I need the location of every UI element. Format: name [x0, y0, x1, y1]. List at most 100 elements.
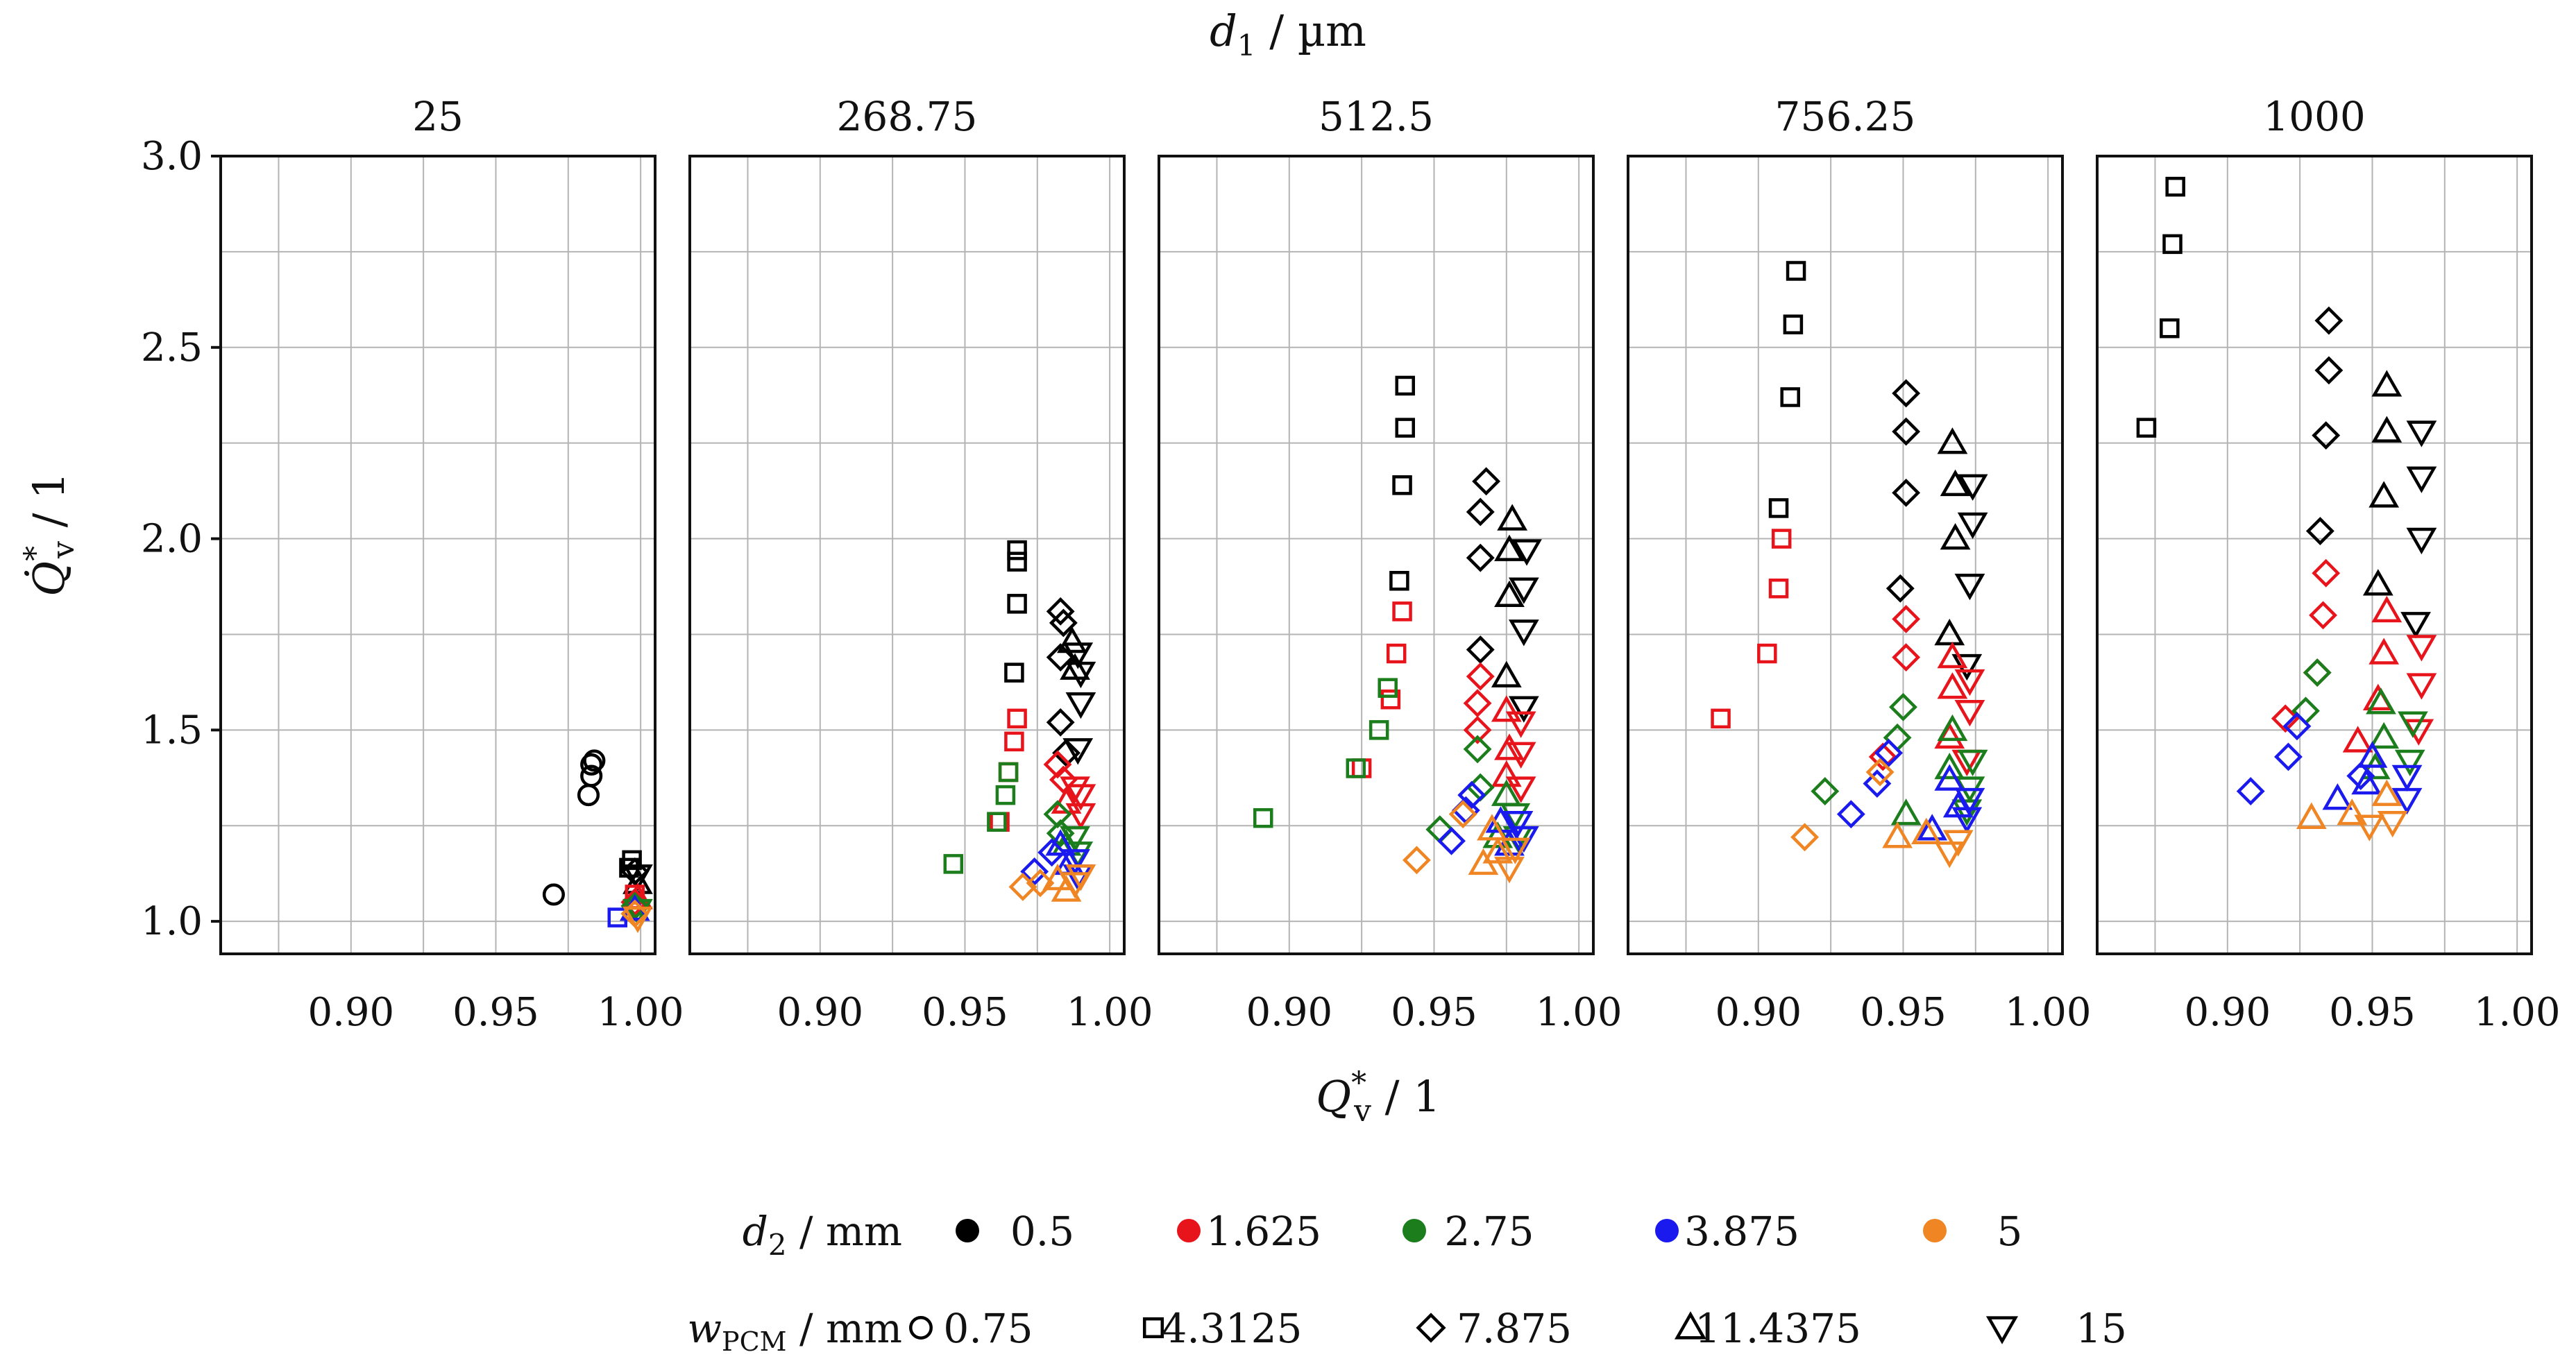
data-point: [1494, 534, 1525, 561]
y-tick-label: 2.0: [141, 517, 203, 562]
x-tick-label: 0.95: [2329, 990, 2416, 1035]
legend-marker: [1416, 1313, 1446, 1343]
data-point: [2346, 762, 2375, 790]
data-point: [2369, 721, 2400, 749]
data-point: [1463, 689, 1492, 718]
data-point: [1836, 800, 1865, 829]
data-point: [1957, 749, 1988, 776]
data-point: [1934, 764, 1965, 791]
data-point: [1940, 523, 1971, 550]
data-point: [1466, 773, 1495, 802]
data-point: [1392, 475, 1412, 495]
legend-d2-item: 5: [1923, 1208, 2022, 1255]
data-point: [2406, 527, 2437, 555]
panel-title: 25: [412, 93, 464, 140]
data-point: [1437, 826, 1466, 855]
x-tick-label: 0.95: [1860, 990, 1947, 1035]
legend-swatch: [1655, 1219, 1679, 1242]
data-point: [2303, 658, 2332, 687]
top-axis-title: d1 / µm: [1210, 6, 1366, 62]
legend-wpcm-value: 11.4375: [1695, 1305, 1861, 1352]
data-point: [2337, 798, 2368, 826]
y-tick-label: 1.5: [141, 708, 203, 753]
data-point: [1811, 777, 1840, 806]
legend-marker: [1674, 1311, 1707, 1340]
data-point: [1008, 873, 1037, 901]
data-point: [1065, 692, 1096, 719]
data-point: [1477, 814, 1507, 841]
data-point: [1060, 653, 1090, 680]
x-tick-label: 0.90: [307, 990, 394, 1035]
data-point: [1505, 711, 1536, 738]
data-point: [1883, 723, 1912, 752]
panel-title: 268.75: [837, 93, 978, 140]
data-point: [1046, 643, 1075, 672]
data-point: [622, 906, 653, 934]
panel-4: 756.25 0.90 0.95 1.00: [1627, 93, 2092, 1035]
data-point: [1494, 829, 1525, 856]
y-tick-label: 3.0: [141, 134, 203, 179]
data-point: [1062, 738, 1094, 765]
data-point: [1892, 643, 1921, 672]
data-point: [1942, 830, 1974, 857]
data-point: [1505, 742, 1536, 769]
data-point: [995, 785, 1016, 805]
y-tick-label: 2.5: [141, 325, 203, 370]
x-tick-label: 0.95: [452, 990, 539, 1035]
data-point: [2391, 764, 2423, 792]
data-point: [1007, 708, 1027, 729]
legend-wpcm-item: 4.3125: [1142, 1305, 1302, 1352]
data-point: [2362, 569, 2393, 596]
legend-d2-item: 0.5: [956, 1208, 1074, 1255]
data-point: [1448, 800, 1477, 829]
panel-points: [943, 540, 1096, 902]
x-tick-label: 1.00: [2005, 990, 2092, 1035]
data-point: [1020, 857, 1049, 886]
data-point: [1494, 580, 1525, 608]
data-point: [1790, 823, 1820, 852]
data-point: [1466, 635, 1495, 664]
data-point: [580, 764, 603, 787]
data-point: [1491, 695, 1522, 722]
data-point: [1937, 427, 1968, 454]
data-point: [1049, 608, 1078, 638]
legend-d2-title: d2 / mm: [743, 1208, 902, 1262]
x-tick-label: 1.00: [2474, 990, 2561, 1035]
data-point: [1060, 826, 1090, 853]
legend-swatch: [1923, 1219, 1947, 1242]
data-point: [1951, 799, 1983, 826]
legend-wpcm-value: 7.875: [1457, 1305, 1572, 1352]
panel-1: 25 0.90 0.95 1.00 1.0 1.5 2.0 2.5 3.0: [141, 93, 684, 1035]
legend-marker: [1985, 1316, 2019, 1344]
data-point: [2162, 234, 2183, 255]
data-point: [1954, 669, 1985, 696]
data-point: [1497, 504, 1528, 531]
data-point: [1060, 849, 1090, 876]
panel-2: 268.75 0.90 0.95 1.00: [688, 93, 1153, 1035]
data-point: [1500, 837, 1531, 864]
x-tick-label: 0.90: [777, 990, 863, 1035]
data-point: [1062, 642, 1094, 669]
data-point: [2391, 787, 2423, 815]
data-point: [1049, 765, 1078, 794]
data-point: [2305, 517, 2334, 545]
data-point: [1494, 733, 1525, 760]
legend-d2: d2 / mm 0.5 1.625 2.75 3.875 5: [743, 1208, 2023, 1262]
data-point: [2371, 779, 2403, 806]
data-point: [2400, 612, 2431, 639]
data-point: [1874, 738, 1904, 767]
data-point: [2398, 711, 2428, 738]
legend-wpcm-item: 11.4375: [1674, 1305, 1861, 1352]
x-tick-label: 0.90: [2184, 990, 2271, 1035]
data-point: [1863, 769, 1892, 798]
data-point: [1937, 642, 1968, 669]
data-point: [1954, 700, 1985, 727]
legend-d2-value: 3.875: [1684, 1208, 1799, 1255]
data-point: [1757, 643, 1777, 664]
legend-d2-value: 0.5: [1010, 1208, 1074, 1255]
data-point: [1934, 752, 1965, 780]
legend-d2-item: 3.875: [1655, 1208, 1799, 1255]
data-point: [987, 812, 1007, 832]
data-point: [1007, 552, 1027, 572]
data-point: [2282, 712, 2312, 741]
